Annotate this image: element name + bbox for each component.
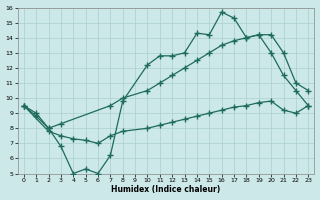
X-axis label: Humidex (Indice chaleur): Humidex (Indice chaleur) [111,185,221,194]
